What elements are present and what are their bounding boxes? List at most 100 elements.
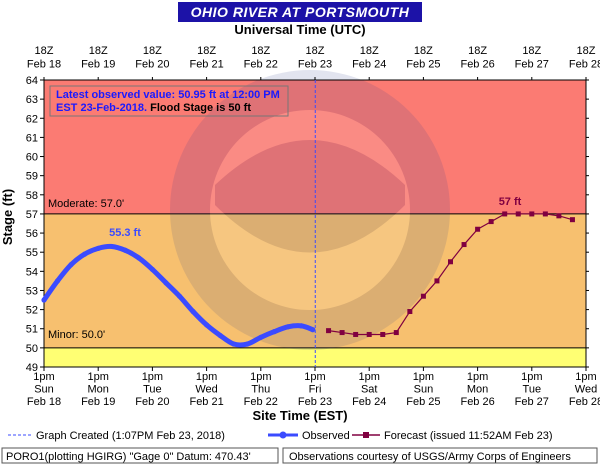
top-tick-label: Feb 20 xyxy=(135,59,169,71)
forecast-point xyxy=(393,330,399,336)
legend-observed: Observed xyxy=(302,430,350,442)
y-tick-label: 52 xyxy=(26,305,38,317)
observed-point xyxy=(310,327,316,333)
top-tick-label: 18Z xyxy=(468,45,487,57)
x-tick-label: Mon xyxy=(467,384,488,396)
legend-forecast-marker xyxy=(363,432,369,438)
info-date: EST 23-Feb-2018. xyxy=(56,102,147,114)
x-tick-label: Fri xyxy=(309,384,322,396)
observed-point xyxy=(95,245,101,251)
info-latest-observed: Latest observed value: 50.95 ft at 12:00… xyxy=(56,89,280,101)
observed-point xyxy=(271,329,277,335)
observed-point xyxy=(54,278,61,284)
observed-point xyxy=(163,280,169,286)
footer-right-box xyxy=(282,447,598,464)
forecast-point xyxy=(366,331,372,337)
x-tick-label: 1pm xyxy=(33,371,54,383)
top-tick-label: 18Z xyxy=(143,45,162,57)
y-tick-label: 60 xyxy=(26,152,38,164)
forecast-point xyxy=(542,211,548,217)
forecast-point xyxy=(569,217,575,223)
top-tick-label: 18Z xyxy=(197,45,216,57)
x-tick-label: Feb 27 xyxy=(515,396,549,408)
y-tick-label: 54 xyxy=(26,266,38,278)
forecast-point xyxy=(407,309,413,315)
top-tick-label: 18Z xyxy=(577,45,596,57)
x-tick-label: 1pm xyxy=(250,371,271,383)
x-tick-label: Mon xyxy=(87,384,108,396)
y-tick-label: 51 xyxy=(26,324,38,336)
x-tick-label: Tue xyxy=(143,384,162,396)
x-tick-label: Thu xyxy=(251,384,270,396)
y-tick-label: 58 xyxy=(26,190,38,202)
observed-point xyxy=(136,255,142,261)
y-tick-label: 61 xyxy=(26,132,38,144)
info-flood-stage-text: Flood Stage is 50 ft xyxy=(147,102,251,114)
top-tick-label: Feb 26 xyxy=(460,59,494,71)
forecast-point xyxy=(515,211,521,217)
observed-point xyxy=(217,332,223,339)
x-tick-label: 1pm xyxy=(304,371,325,383)
y-tick-label: 62 xyxy=(26,113,38,125)
x-tick-label: Sun xyxy=(414,384,434,396)
noaa-logo-watermark xyxy=(170,70,450,350)
observed-point xyxy=(41,297,47,303)
x-tick-label: Feb 22 xyxy=(244,396,278,408)
top-tick-label: Feb 23 xyxy=(298,59,332,71)
y-axis-title: Stage (ft) xyxy=(0,189,15,245)
top-tick-label: 18Z xyxy=(414,45,433,57)
x-tick-label: 1pm xyxy=(142,371,163,383)
x-tick-label: Sat xyxy=(361,384,378,396)
observed-point xyxy=(244,341,250,347)
forecast-point xyxy=(380,331,386,337)
footer-credit: Observations courtesy of USGS/Army Corps… xyxy=(289,451,571,463)
x-tick-label: Feb 20 xyxy=(135,396,169,408)
x-tick-label: Tue xyxy=(523,384,542,396)
observed-crest-label: 55.3 ft xyxy=(109,227,141,239)
top-axis-title: Universal Time (UTC) xyxy=(234,22,365,37)
x-tick-label: 1pm xyxy=(575,371,596,383)
y-tick-label: 57 xyxy=(26,209,38,221)
x-tick-label: Feb 25 xyxy=(406,396,440,408)
x-tick-label: Wed xyxy=(195,384,217,396)
y-tick-label: 56 xyxy=(26,228,38,240)
top-tick-label: Feb 24 xyxy=(352,59,386,71)
legend-observed-marker xyxy=(279,431,287,439)
x-tick-label: Sun xyxy=(34,384,54,396)
top-tick-label: 18Z xyxy=(306,45,325,57)
x-tick-label: Feb 26 xyxy=(460,396,494,408)
legend-forecast: Forecast (issued 11:52AM Feb 23) xyxy=(384,430,553,442)
top-tick-label: Feb 21 xyxy=(189,59,223,71)
forecast-point xyxy=(448,259,453,265)
top-tick-label: 18Z xyxy=(522,45,541,57)
top-tick-label: 18Z xyxy=(35,45,54,57)
y-tick-label: 50 xyxy=(26,343,38,355)
observed-point xyxy=(176,293,183,299)
x-tick-label: Feb 28 xyxy=(569,396,600,408)
title-bar xyxy=(178,2,422,22)
legend: Graph Created (1:07PM Feb 23, 2018) Obse… xyxy=(8,430,553,442)
series-layer xyxy=(41,80,575,367)
y-tick-label: 63 xyxy=(26,94,38,106)
x-tick-label: Feb 18 xyxy=(27,396,61,408)
top-tick-label: Feb 27 xyxy=(515,59,549,71)
top-tick-label: Feb 18 xyxy=(27,59,61,71)
top-tick-label: Feb 28 xyxy=(569,59,600,71)
top-tick-label: 18Z xyxy=(89,45,108,57)
info-box xyxy=(49,85,289,117)
top-tick-label: 18Z xyxy=(251,45,270,57)
forecast-crest-label: 57 ft xyxy=(499,196,522,208)
top-tick-label: Feb 25 xyxy=(406,59,440,71)
forecast-point xyxy=(556,213,562,219)
forecast-point xyxy=(488,219,494,225)
top-tick-label: Feb 19 xyxy=(81,59,115,71)
x-tick-label: Feb 23 xyxy=(298,396,332,408)
observed-point xyxy=(82,251,88,257)
observed-point xyxy=(149,266,155,273)
footer-left-box xyxy=(1,447,279,464)
x-tick-label: 1pm xyxy=(87,371,108,383)
moderate-threshold-label: Moderate: 57.0' xyxy=(48,198,124,210)
chart-title: OHIO RIVER AT PORTSMOUTH xyxy=(191,4,410,20)
observed-point xyxy=(231,341,237,347)
